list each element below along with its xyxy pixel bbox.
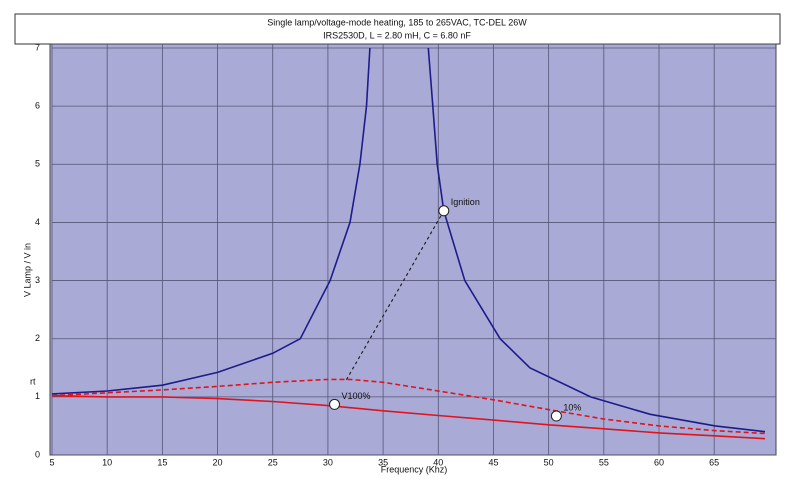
x-tick-label: 25 [268,457,278,467]
operating-point [438,205,450,217]
x-tick-label: 15 [157,457,167,467]
point-label: V100% [342,391,371,401]
x-tick-label: 10 [102,457,112,467]
chart-title: Single lamp/voltage-mode heating, 185 to… [267,17,527,27]
y-axis-label: V Lamp / V in [22,243,32,297]
y-tick-label: 4 [35,217,40,227]
y-tick-label: 6 [35,101,40,111]
operating-point [550,410,562,422]
x-tick-label: 65 [709,457,719,467]
y-tick-label: 2 [35,333,40,343]
x-tick-label: 50 [544,457,554,467]
y-tick-label: 1 [35,391,40,401]
x-axis-label: Frequency (Khz) [381,464,448,474]
y-tick-label: 0 [35,449,40,459]
operating-point [329,398,341,410]
side-note: rt [30,376,36,386]
x-tick-label: 60 [654,457,664,467]
x-tick-label: 30 [323,457,333,467]
x-tick-label: 20 [213,457,223,467]
line-series [51,47,766,433]
title-box [14,13,781,45]
y-tick-label: 3 [35,275,40,285]
series-group [51,47,766,440]
x-tick-label: 5 [49,457,54,467]
x-tick-label: 35 [378,457,388,467]
point-label: Ignition [451,197,480,207]
chart-subtitle: IRS2530D, L = 2.80 mH, C = 6.80 nF [323,30,471,40]
line-series [51,394,766,440]
plot-background [49,43,777,456]
y-tick-label: 7 [35,42,40,52]
transition-path [345,210,445,382]
point-label: 10% [563,402,581,412]
x-tick-label: 40 [433,457,443,467]
x-tick-label: 55 [599,457,609,467]
x-tick-label: 45 [488,457,498,467]
y-tick-label: 5 [35,159,40,169]
line-series [51,378,766,435]
